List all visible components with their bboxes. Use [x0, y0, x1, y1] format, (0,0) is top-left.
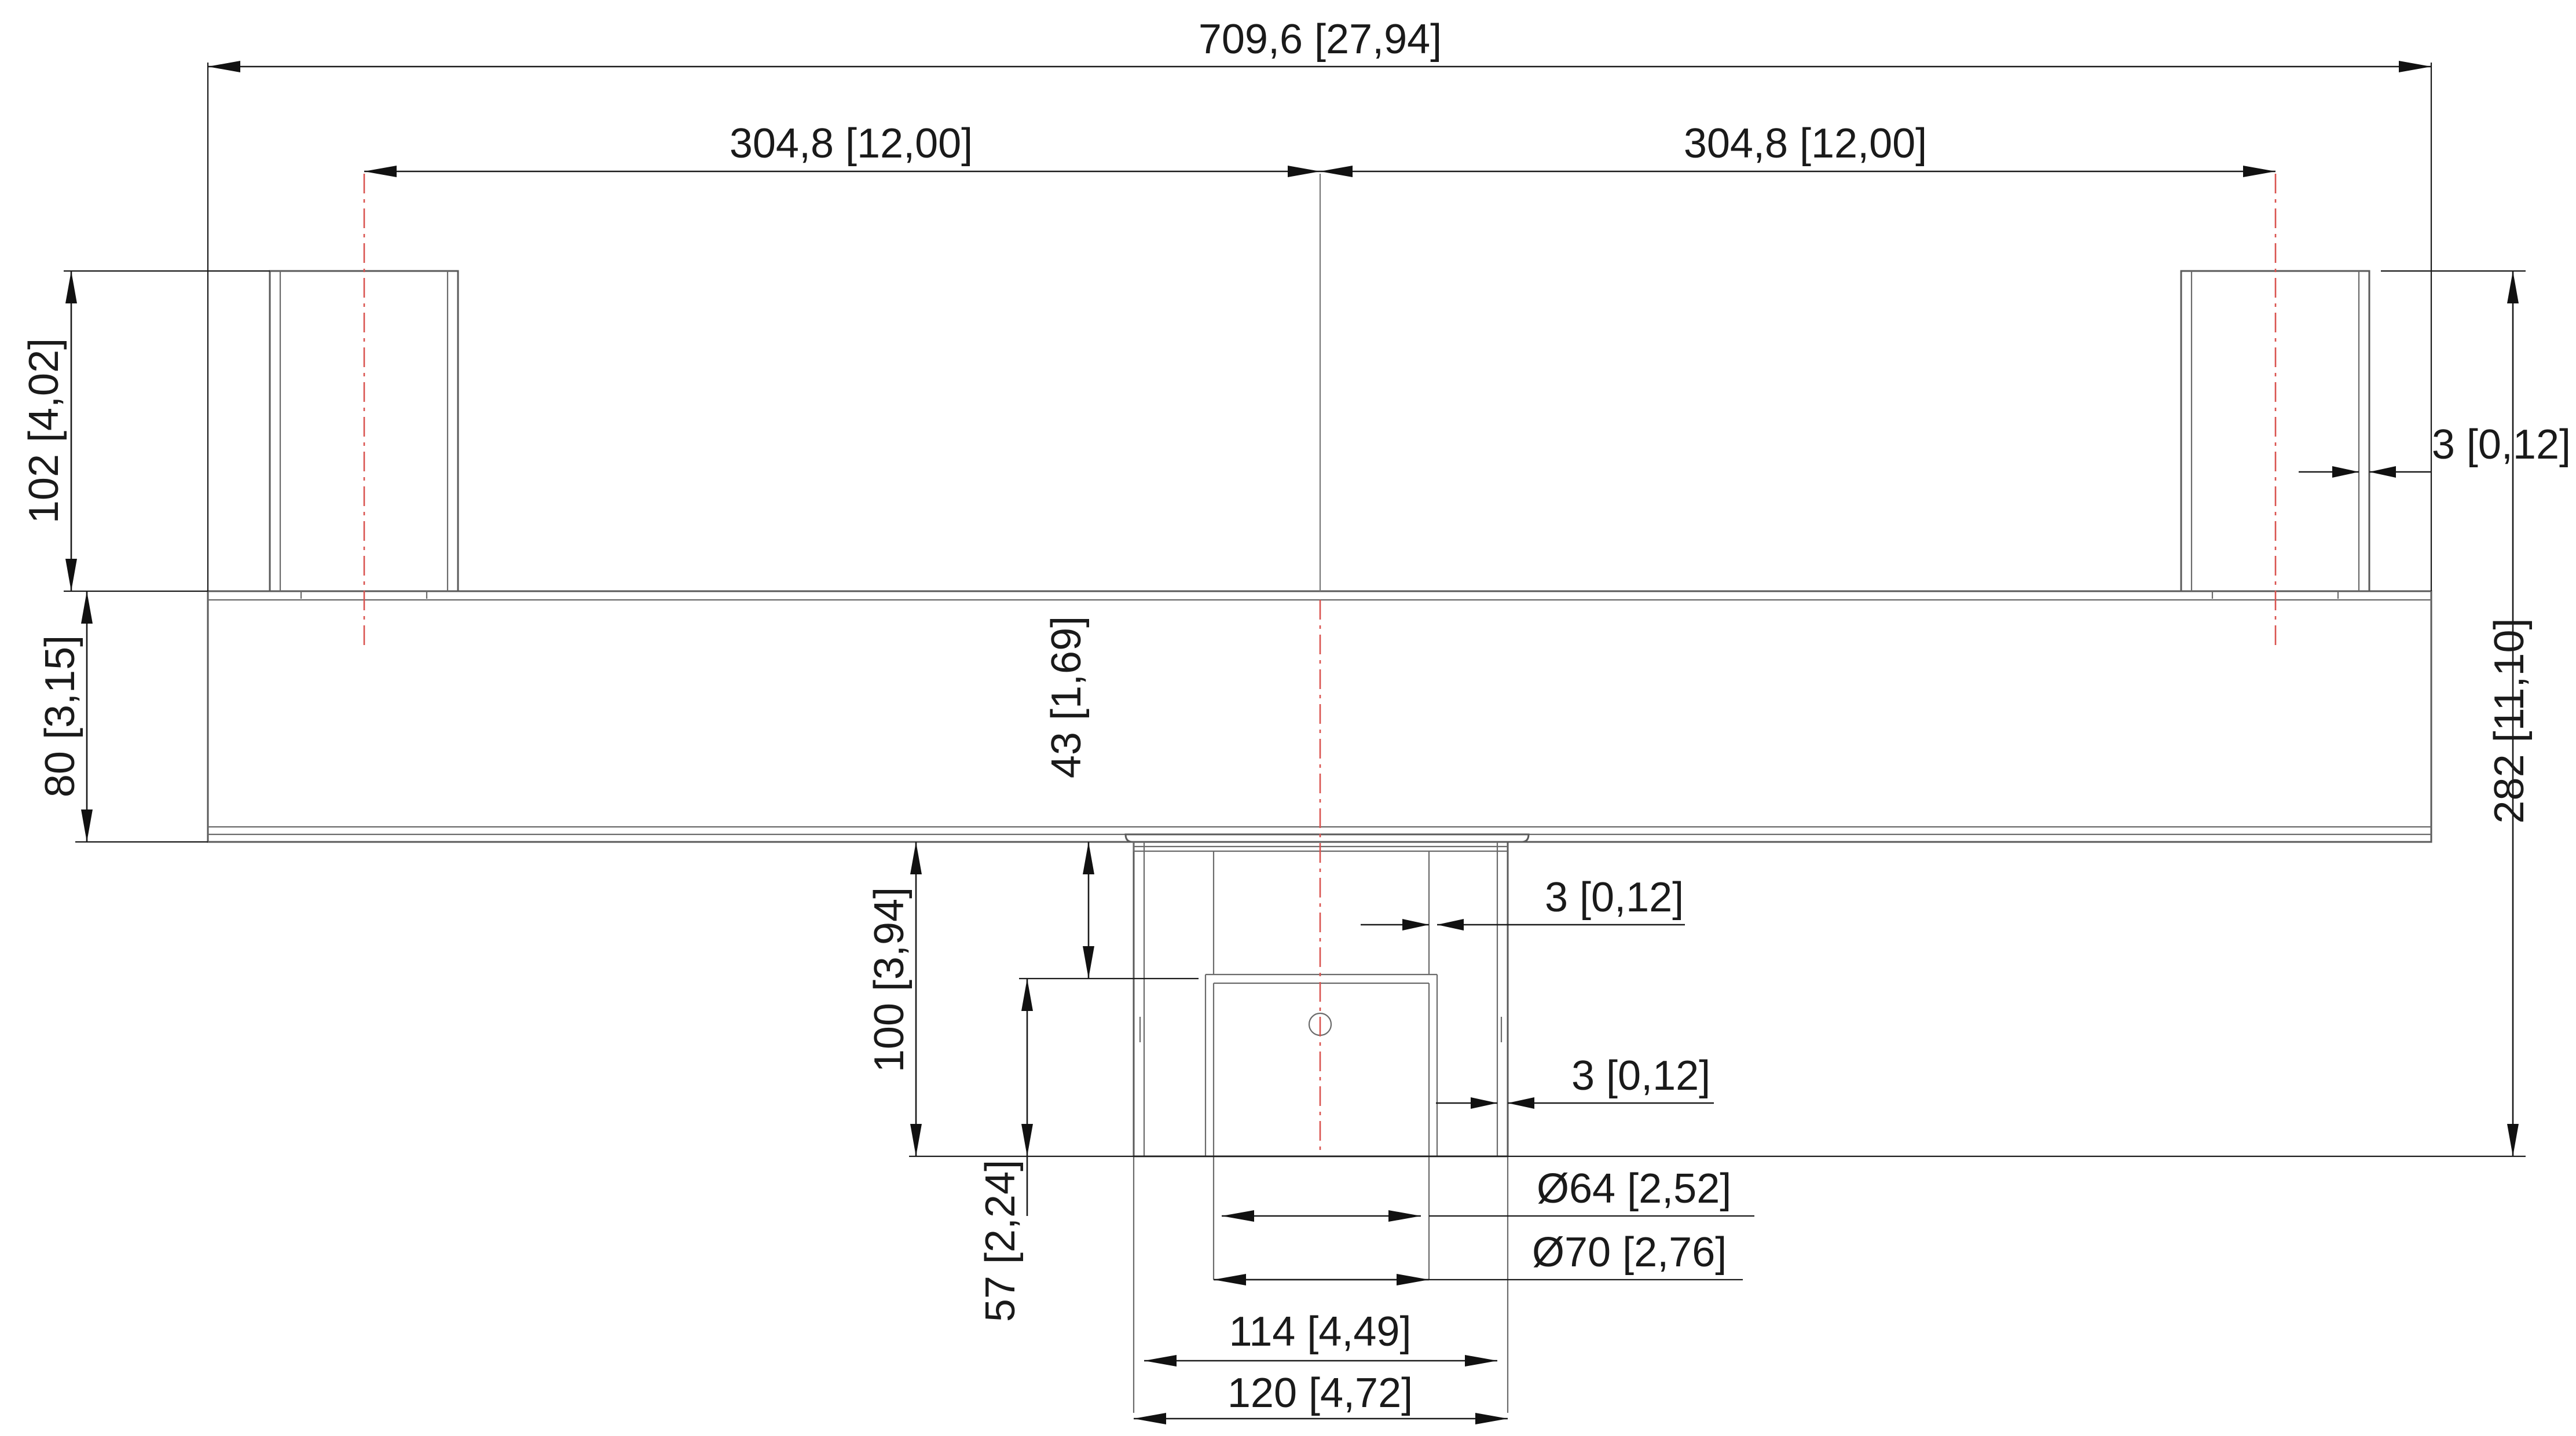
dimension-labels: 709,6 [27,94] 304,8 [12,00] 304,8 [12,00…: [21, 16, 2571, 1416]
socket-height-label: 100 [3,94]: [866, 887, 913, 1072]
width-114-label: 114 [4,49]: [1229, 1309, 1412, 1355]
right-spacing-label: 304,8 [12,00]: [1684, 120, 1927, 167]
dimension-lines: [65, 61, 2519, 1424]
extension-lines: [64, 63, 2526, 1281]
outer-wall-thickness-label: 3 [0,12]: [1571, 1053, 1710, 1099]
center-lines: [363, 174, 2277, 1156]
width-120-label: 120 [4,72]: [1227, 1370, 1413, 1416]
beam-height-label: 80 [3,15]: [37, 635, 83, 797]
socket-lower-height-label: 57 [2,24]: [977, 1160, 1024, 1322]
left-post-height-label: 102 [4,02]: [21, 338, 67, 523]
collar-offset-label: 43 [1,69]: [1043, 616, 1090, 778]
right-wall-thickness-label: 3 [0,12]: [2432, 422, 2571, 468]
inner-diameter-label: Ø64 [2,52]: [1537, 1166, 1731, 1212]
overall-width-label: 709,6 [27,94]: [1199, 16, 1442, 63]
left-spacing-label: 304,8 [12,00]: [730, 120, 973, 167]
overall-height-label: 282 [11,10]: [2486, 618, 2533, 824]
outer-diameter-70-label: Ø70 [2,76]: [1532, 1229, 1727, 1276]
inner-wall-thickness-label: 3 [0,12]: [1545, 874, 1684, 921]
